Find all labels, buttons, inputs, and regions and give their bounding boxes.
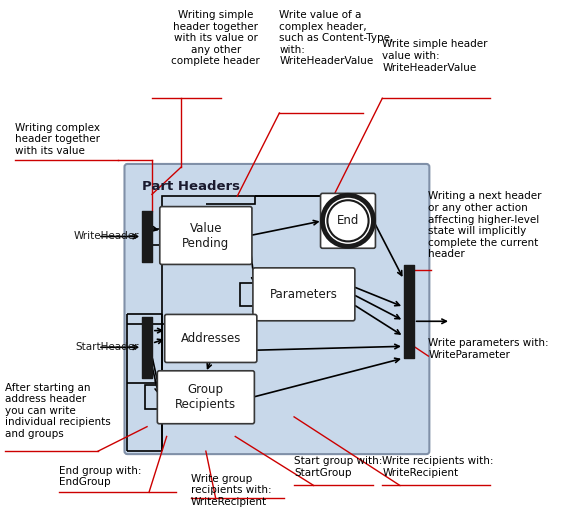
Text: End group with:
EndGroup: End group with: EndGroup	[59, 466, 141, 488]
FancyBboxPatch shape	[158, 371, 254, 424]
Text: Parameters: Parameters	[270, 288, 338, 301]
Text: Write recipients with:
WriteRecipient: Write recipients with: WriteRecipient	[383, 456, 494, 478]
Text: End: End	[337, 215, 359, 227]
Text: Part Headers: Part Headers	[142, 180, 240, 193]
FancyBboxPatch shape	[321, 193, 376, 248]
Text: Write parameters with:
WriteParameter: Write parameters with: WriteParameter	[428, 338, 549, 360]
Text: After starting an
address header
you can write
individual recipients
and groups: After starting an address header you can…	[5, 383, 111, 439]
Text: Writing complex
header together
with its value: Writing complex header together with its…	[14, 123, 100, 156]
Text: Write value of a
complex header,
such as Content-Type,
with:
WriteHeaderValue: Write value of a complex header, such as…	[279, 10, 394, 66]
Text: Writing simple
header together
with its value or
any other
complete header: Writing simple header together with its …	[171, 10, 260, 66]
Text: Value
Pending: Value Pending	[182, 221, 230, 250]
FancyBboxPatch shape	[125, 164, 429, 454]
FancyBboxPatch shape	[253, 268, 355, 321]
FancyBboxPatch shape	[160, 207, 252, 265]
Text: Group
Recipients: Group Recipients	[175, 383, 237, 411]
Text: Write group
recipients with:
WriteRecipient: Write group recipients with: WriteRecipi…	[191, 474, 272, 507]
Text: WriteHeader: WriteHeader	[74, 231, 139, 242]
Text: Write simple header
value with:
WriteHeaderValue: Write simple header value with: WriteHea…	[383, 40, 488, 73]
Text: StartHeader: StartHeader	[76, 342, 139, 352]
Text: Addresses: Addresses	[181, 332, 241, 345]
Text: Start group with:
StartGroup: Start group with: StartGroup	[294, 456, 383, 478]
Text: Writing a next header
or any other action
affecting higher-level
state will impl: Writing a next header or any other actio…	[428, 192, 542, 259]
FancyBboxPatch shape	[164, 314, 257, 362]
